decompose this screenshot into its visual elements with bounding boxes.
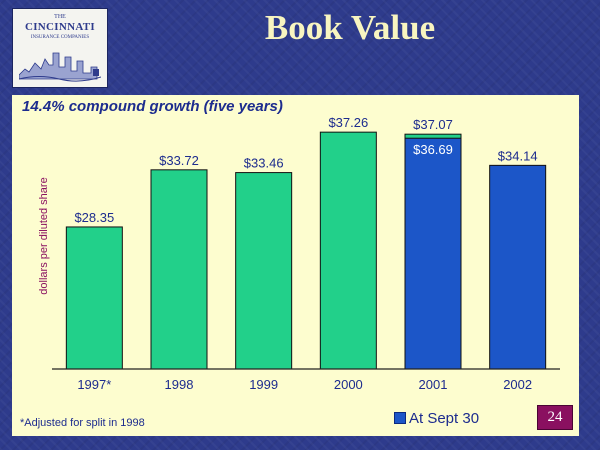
- x-tick-label: 1999: [249, 377, 278, 392]
- value-label: $33.72: [159, 153, 199, 168]
- logo-line2: CINCINNATI: [24, 21, 96, 33]
- bar-green-2000: [319, 131, 377, 370]
- value-label: $34.14: [498, 148, 538, 163]
- chart-subtitle: 14.4% compound growth (five years): [22, 98, 283, 115]
- bar-green-1998: [150, 169, 208, 370]
- value-label: $37.26: [328, 115, 368, 130]
- value-label: $28.35: [74, 210, 114, 225]
- x-tick-label: 1997*: [77, 377, 111, 392]
- x-tick-label: 2000: [334, 377, 363, 392]
- value-label: $33.46: [244, 156, 284, 171]
- slide-title: Book Value: [264, 8, 436, 47]
- x-tick-label: 2002: [503, 377, 532, 392]
- x-tick-label: 1998: [165, 377, 194, 392]
- bar-blue-2002: [489, 164, 547, 370]
- legend-label: At Sept 30: [409, 409, 480, 427]
- bar-green-1999: [235, 172, 293, 370]
- page-number: 24: [537, 405, 573, 430]
- value-label: $36.69: [413, 142, 453, 157]
- skyline-icon: [19, 52, 101, 82]
- bar-green-1997: [65, 226, 123, 370]
- footnote: *Adjusted for split in 1998: [20, 417, 145, 429]
- logo-line1: THE: [54, 14, 66, 20]
- legend-swatch: [394, 412, 406, 424]
- y-axis-label: dollars per diluted share: [38, 177, 50, 294]
- x-tick-label: 2001: [419, 377, 448, 392]
- logo-line3: INSURANCE COMPANIES: [30, 35, 90, 40]
- chart-legend: At Sept 30: [394, 407, 479, 429]
- bar-blue-2001: [404, 137, 462, 370]
- value-label: $37.07: [413, 117, 453, 132]
- company-logo: THE CINCINNATI INSURANCE COMPANIES: [12, 8, 108, 88]
